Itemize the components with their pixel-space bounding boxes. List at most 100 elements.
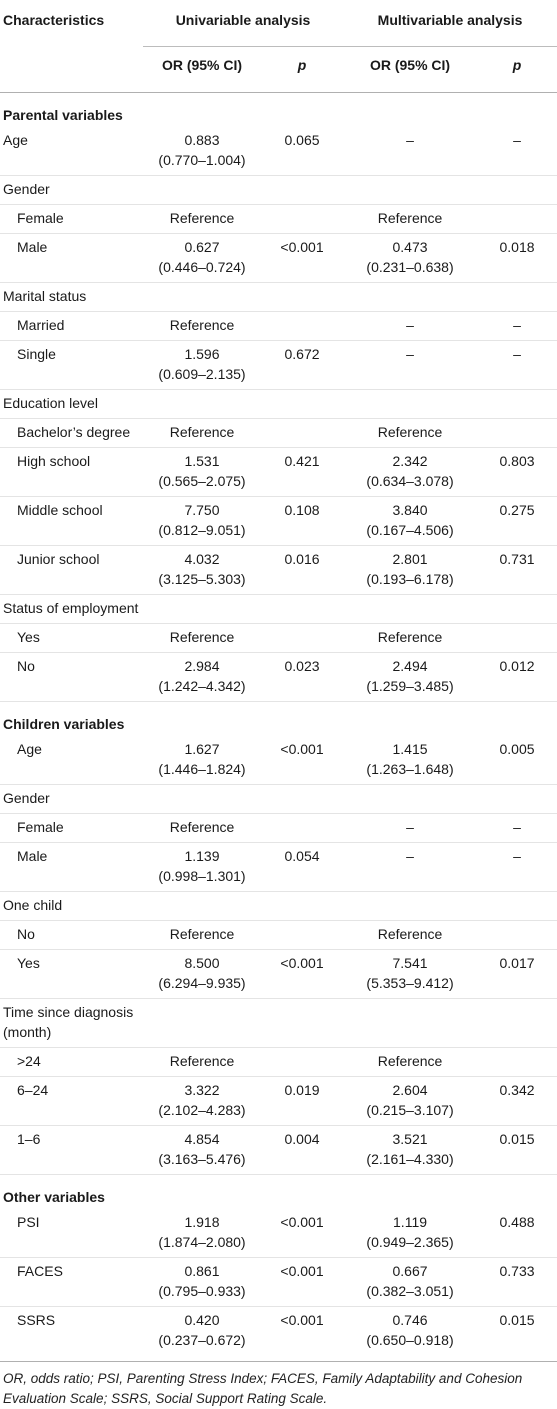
table-row: Married Reference – –: [0, 310, 557, 340]
multivariable-or-cell: –: [343, 841, 478, 891]
multivariable-or-cell: 7.541 (5.353–9.412): [343, 948, 478, 998]
table-row: Gender: [0, 783, 557, 813]
confidence-interval-value: (1.259–3.485): [366, 677, 454, 694]
odds-ratio-value: Reference: [377, 423, 443, 440]
table-row: Single 1.596 (0.609–2.135) 0.672 – –: [0, 339, 557, 389]
odds-ratio-value: 0.883: [184, 131, 220, 148]
table-row: No 2.984 (1.242–4.342) 0.023 2.494 (1.259–3.4…: [0, 651, 557, 701]
row-label: FACES: [0, 1256, 143, 1306]
confidence-interval-value: (0.231–0.638): [366, 258, 454, 275]
multivariable-or-cell: 2.494 (1.259–3.485): [343, 651, 478, 701]
row-label: No: [0, 651, 143, 701]
univariable-or-cell: Reference: [143, 812, 261, 842]
regression-table: Characteristics Univariable analysis Mul…: [0, 12, 557, 1355]
multivariable-or-cell: [343, 281, 478, 311]
confidence-interval-value: (0.949–2.365): [366, 1233, 454, 1250]
multivariable-or-cell: Reference: [343, 203, 478, 233]
odds-ratio-value: 1.415: [392, 740, 428, 757]
table-row: Gender: [0, 174, 557, 204]
univariable-p-cell: 0.019: [261, 1075, 344, 1125]
univariable-p-cell: 0.421: [261, 446, 344, 496]
multivariable-or-cell: 0.667 (0.382–3.051): [343, 1256, 478, 1306]
multivariable-p-cell: [477, 997, 557, 1047]
table-row: Female Reference Reference: [0, 203, 557, 233]
row-label: PSI: [17, 1213, 40, 1230]
confidence-interval-value: (0.650–0.918): [366, 1331, 454, 1348]
multivariable-p-cell: 0.731: [477, 544, 557, 594]
table-row: Middle school 7.750 (0.812–9.051) 0.108 3.84…: [0, 495, 557, 545]
multivariable-or-cell: 0.473 (0.231–0.638): [343, 232, 478, 282]
odds-ratio-value: Reference: [377, 209, 443, 226]
table-row: Age 0.883 (0.770–1.004) 0.065 – –: [0, 127, 557, 176]
table-row: Education level: [0, 388, 557, 418]
multivariable-p-cell: 0.018: [477, 232, 557, 282]
univariable-or-cell: Reference: [143, 310, 261, 340]
section-row: Children variables: [0, 700, 557, 736]
multivariable-p-cell: 0.275: [477, 495, 557, 545]
row-label: Time since diagnosis (month): [0, 997, 143, 1047]
odds-ratio-value: 1.139: [184, 847, 220, 864]
multivariable-p-cell: [477, 622, 557, 652]
row-label: Female: [0, 812, 143, 842]
confidence-interval-value: (5.353–9.412): [366, 974, 454, 991]
univariable-p-cell: [261, 812, 344, 842]
row-label: Marital status: [0, 281, 143, 311]
multivariable-or-cell: 2.342 (0.634–3.078): [343, 446, 478, 496]
odds-ratio-value: Reference: [377, 628, 443, 645]
multivariable-or-cell: [343, 997, 478, 1047]
univariable-p-cell: [261, 783, 344, 813]
multivariable-or-cell: 2.801 (0.193–6.178): [343, 544, 478, 594]
row-label: Male: [0, 232, 143, 282]
univariable-or-header: OR (95% CI): [143, 45, 261, 92]
multivariable-p-cell: –: [513, 131, 521, 148]
multivariable-or-cell: –: [343, 339, 478, 389]
multivariable-p-cell: –: [477, 310, 557, 340]
odds-ratio-value: Reference: [169, 316, 235, 333]
row-label: Junior school: [0, 544, 143, 594]
univariable-or-cell: [143, 997, 261, 1047]
univariable-p-cell: [261, 417, 344, 447]
table-row: Time since diagnosis (month): [0, 997, 557, 1047]
univariable-p-cell: 0.672: [261, 339, 344, 389]
univariable-p-header: p: [261, 45, 344, 92]
odds-ratio-value: 2.801: [392, 550, 428, 567]
table-body: Parental variables Age 0.883 (0.770–1.004) 0…: [0, 92, 557, 1355]
table-row: Status of employment: [0, 593, 557, 623]
univariable-p-cell: 0.023: [261, 651, 344, 701]
row-label: Yes: [0, 948, 143, 998]
univariable-or-cell: 0.861 (0.795–0.933): [143, 1256, 261, 1306]
univariable-p-cell: [261, 310, 344, 340]
confidence-interval-value: (3.125–5.303): [158, 570, 246, 587]
multivariable-p-cell: [477, 783, 557, 813]
row-label: Gender: [0, 174, 143, 204]
odds-ratio-value: 1.596: [184, 345, 220, 362]
section-label: Children variables: [0, 700, 557, 736]
blank-header: [0, 46, 143, 92]
multivariable-or-cell: –: [343, 127, 477, 176]
table-row: Marital status: [0, 281, 557, 311]
odds-ratio-value: 0.420: [184, 1311, 220, 1328]
multivariable-p-cell: [477, 174, 557, 204]
odds-ratio-value: 1.119: [393, 1213, 428, 1230]
confidence-interval-value: (6.294–9.935): [158, 974, 246, 991]
table-row: PSI 1.918 (1.874–2.080) <0.001 1.119 (0.949–2…: [0, 1209, 557, 1258]
univariable-p-cell: [261, 203, 344, 233]
table-row: High school 1.531 (0.565–2.075) 0.421 2.342 (…: [0, 446, 557, 496]
row-label: No: [0, 919, 143, 949]
multivariable-p-cell: [477, 203, 557, 233]
univariable-p-cell: 0.054: [261, 841, 344, 891]
row-label: One child: [0, 890, 143, 920]
row-label: 6–24: [0, 1075, 143, 1125]
odds-ratio-value: 8.500: [184, 954, 220, 971]
univariable-or-cell: 1.596 (0.609–2.135): [143, 339, 261, 389]
odds-ratio-value: Reference: [169, 423, 235, 440]
univariable-p-cell: <0.001: [261, 232, 344, 282]
table-row: Female Reference – –: [0, 812, 557, 842]
multivariable-or-cell: 1.119 (0.949–2.365): [343, 1209, 477, 1258]
confidence-interval-value: (0.998–1.301): [158, 867, 246, 884]
univariable-or-cell: 1.531 (0.565–2.075): [143, 446, 261, 496]
multivariable-p-cell: [477, 388, 557, 418]
odds-ratio-value: Reference: [169, 925, 235, 942]
univariable-or-cell: [143, 783, 261, 813]
